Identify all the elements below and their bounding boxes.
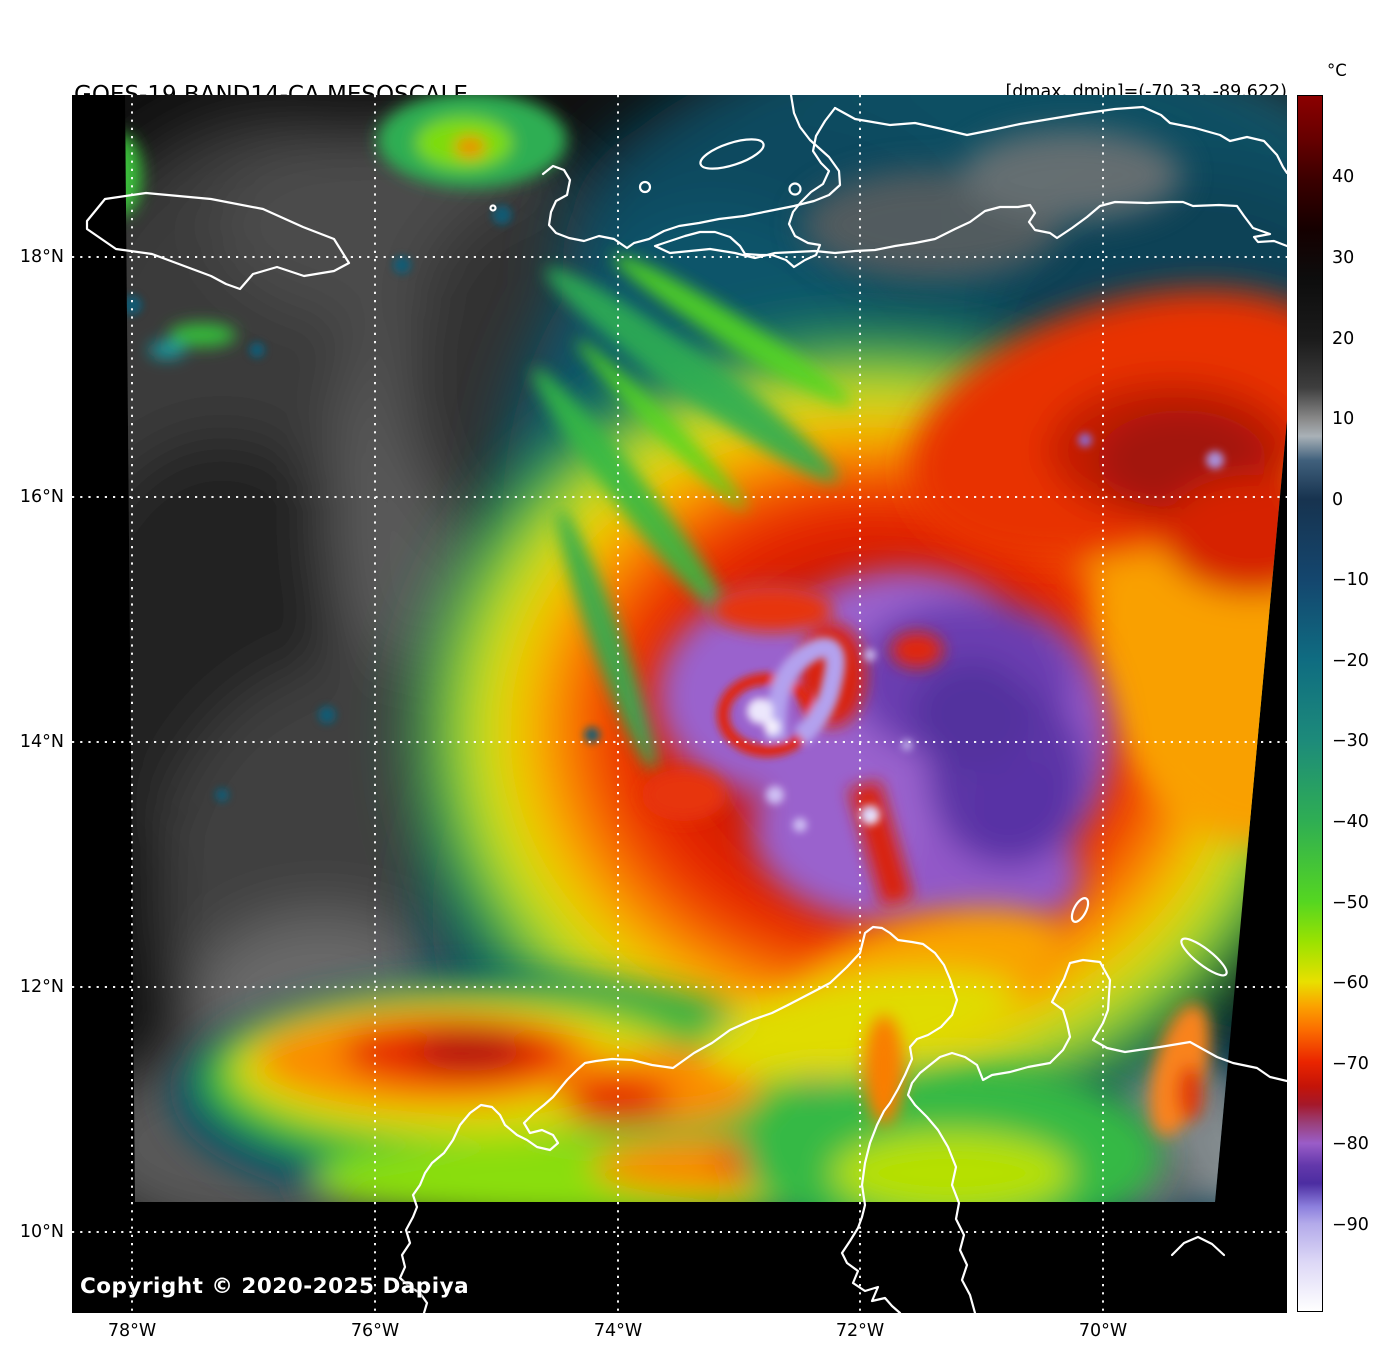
coastline-venezuela [906,958,1287,1313]
lat-tick-12n: 12°N [19,977,64,997]
cb-tick-m40: −40 [1332,812,1369,832]
cb-tick-40: 40 [1332,167,1355,187]
cb-tick-0: 0 [1332,490,1344,510]
coastline-islet-1 [638,180,652,194]
copyright-watermark: Copyright © 2020-2025 Dapiya [80,1274,470,1299]
satellite-ir-image [72,95,1287,1313]
cb-tick-m30: −30 [1332,731,1369,751]
cb-tick-m80: −80 [1332,1134,1369,1154]
coastline-navassa-island [489,204,497,212]
cb-tick-30: 30 [1332,248,1355,268]
coastline-colombia [398,1003,790,1313]
lon-tick-78w: 78°W [107,1321,157,1341]
coastline-hispaniola-north [833,105,1287,175]
coastline-guajira-maracaibo-west [786,925,959,1313]
coastline-curacao-island [1180,937,1228,977]
lat-tick-14n: 14°N [19,732,64,752]
temperature-colorbar [1297,95,1323,1312]
lon-tick-76w: 76°W [350,1321,400,1341]
cb-tick-m60: −60 [1332,973,1369,993]
satellite-data-swath [125,95,1287,1202]
lon-tick-74w: 74°W [593,1321,643,1341]
cb-tick-m70: −70 [1332,1054,1369,1074]
coastline-islet-2 [788,182,802,196]
lat-tick-10n: 10°N [19,1222,64,1242]
lat-tick-18n: 18°N [19,247,64,267]
coastline-bonaire-fragment [1170,1235,1226,1257]
coastlines [85,95,1287,1313]
coastline-aruba-island [1070,897,1090,923]
map-plot-area: Copyright © 2020-2025 Dapiya [72,95,1287,1313]
cb-tick-m10: −10 [1332,570,1369,590]
coastline-cuba [541,95,842,250]
colorbar-unit-label: °C [1327,61,1347,80]
lat-tick-16n: 16°N [19,487,64,507]
coastline-gonave-island [699,138,765,170]
cb-tick-20: 20 [1332,329,1355,349]
lon-tick-72w: 72°W [835,1321,885,1341]
cb-tick-m20: −20 [1332,651,1369,671]
graticule-gridlines [72,95,1287,1313]
lon-tick-70w: 70°W [1078,1321,1128,1341]
cb-tick-10: 10 [1332,409,1355,429]
coastline-jamaica [85,191,351,291]
coastline-hispaniola-south [653,106,1287,269]
cb-tick-m50: −50 [1332,893,1369,913]
cb-tick-m90: −90 [1332,1215,1369,1235]
